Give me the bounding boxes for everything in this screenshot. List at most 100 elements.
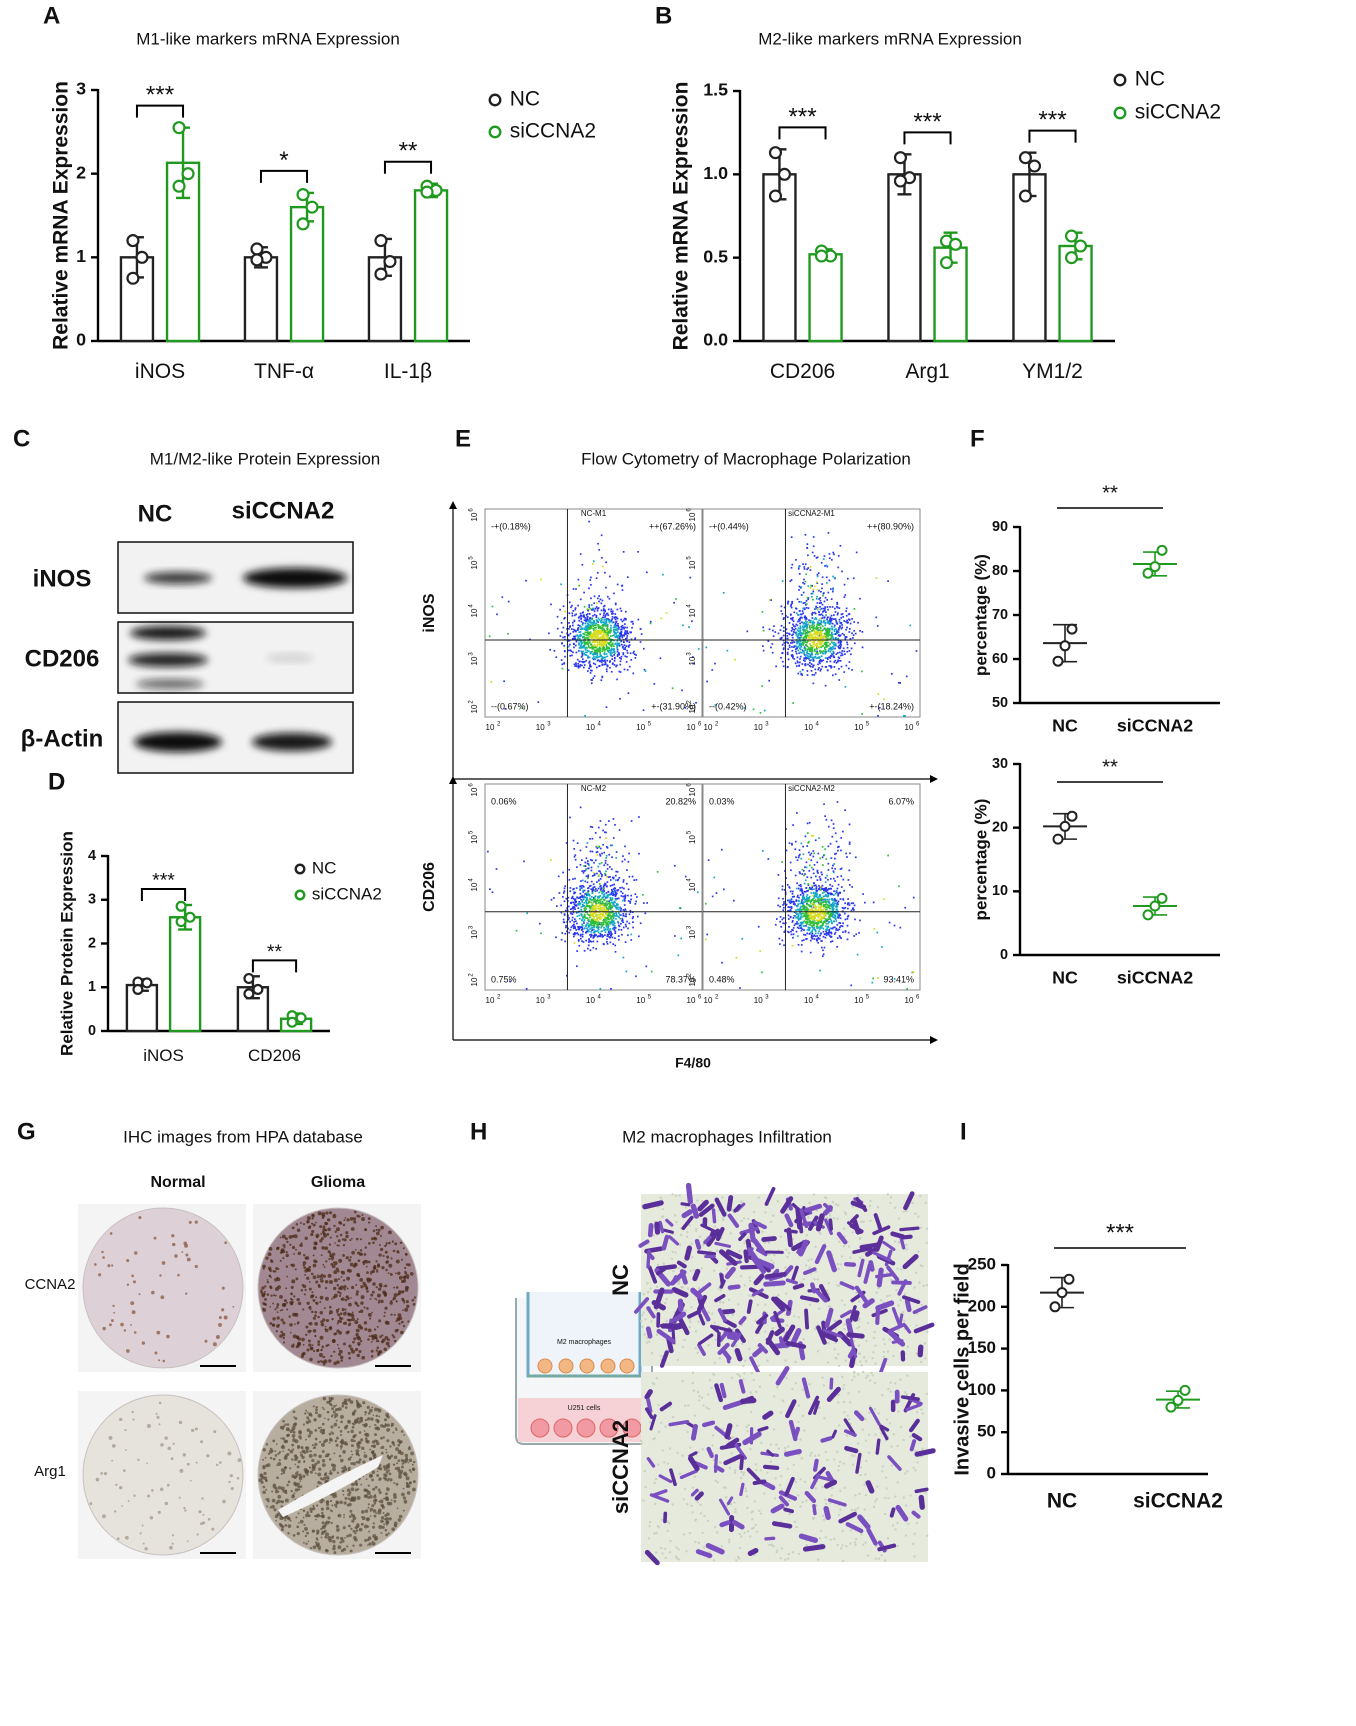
event-dot <box>592 946 595 949</box>
event-dot <box>627 900 630 902</box>
event-dot <box>805 641 807 643</box>
event-dot <box>783 647 785 649</box>
stain-dot <box>351 1285 355 1290</box>
axis-tick-exponent: 6 <box>469 508 475 512</box>
event-dot <box>810 859 813 862</box>
event-dot <box>623 627 625 630</box>
event-dot <box>806 624 808 626</box>
event-dot <box>837 903 839 906</box>
event-dot <box>826 906 828 909</box>
event-dot <box>832 588 834 591</box>
significance-label: *** <box>1106 1219 1134 1246</box>
event-dot <box>599 640 602 643</box>
event-dot <box>824 650 827 653</box>
event-dot <box>585 907 587 910</box>
event-dot <box>612 923 614 926</box>
event-dot <box>825 644 827 647</box>
event-dot <box>819 889 822 891</box>
event-dot <box>812 622 815 624</box>
event-dot <box>833 630 836 633</box>
event-dot <box>575 613 578 616</box>
event-dot <box>852 577 855 580</box>
event-dot <box>616 678 618 681</box>
event-dot <box>586 670 589 672</box>
event-dot <box>819 934 822 937</box>
axis-tick-exponent: 3 <box>469 925 475 929</box>
event-dot <box>596 651 599 654</box>
event-dot <box>819 925 822 927</box>
event-dot <box>812 892 815 895</box>
event-dot <box>814 608 816 610</box>
event-dot <box>831 921 833 924</box>
axis-tick-exponent: 4 <box>469 604 475 608</box>
event-dot <box>780 605 783 608</box>
event-dot <box>813 624 815 627</box>
event-dot <box>600 659 603 662</box>
event-dot <box>695 701 697 704</box>
event-dot <box>605 897 607 899</box>
event-dot <box>572 635 575 638</box>
event-dot <box>616 629 619 631</box>
event-dot <box>622 626 625 629</box>
event-dot <box>591 915 593 918</box>
event-dot <box>801 663 804 665</box>
axis-tick-exponent: 4 <box>687 604 693 608</box>
event-dot <box>605 870 607 873</box>
event-dot <box>803 912 805 915</box>
y-axis-label: Invasive cells per field <box>951 1263 973 1475</box>
event-dot <box>615 907 618 910</box>
event-dot <box>577 636 580 638</box>
event-dot <box>802 659 805 662</box>
event-dot <box>807 913 810 915</box>
event-dot <box>843 907 845 910</box>
event-dot <box>826 903 829 906</box>
event-dot <box>593 873 596 875</box>
event-dot <box>649 620 652 623</box>
stain-dot <box>107 1264 111 1268</box>
event-dot <box>782 626 785 629</box>
event-dot <box>614 631 617 634</box>
event-dot <box>796 894 799 897</box>
event-dot <box>612 626 615 629</box>
event-dot <box>794 625 796 628</box>
event-dot <box>578 914 581 917</box>
event-dot <box>594 652 597 654</box>
event-dot <box>632 623 634 625</box>
event-dot <box>819 926 821 929</box>
event-dot <box>616 624 618 627</box>
event-dot <box>830 666 833 668</box>
event-dot <box>804 918 807 920</box>
event-dot <box>599 912 602 915</box>
event-dot <box>850 909 853 912</box>
event-dot <box>625 645 628 647</box>
event-dot <box>841 632 844 635</box>
event-dot <box>800 929 803 932</box>
event-dot <box>805 616 808 619</box>
event-dot <box>602 913 604 916</box>
event-dot <box>616 608 619 611</box>
event-dot <box>833 641 836 644</box>
event-dot <box>529 638 531 641</box>
event-dot <box>563 644 566 647</box>
x-tick-label: siCCNA2 <box>1117 968 1193 988</box>
event-dot <box>609 620 612 623</box>
event-dot <box>792 655 794 658</box>
event-dot <box>572 888 574 891</box>
event-dot <box>831 631 833 634</box>
data-point <box>181 167 195 181</box>
event-dot <box>820 621 823 624</box>
event-dot <box>820 888 823 890</box>
event-dot <box>611 905 614 908</box>
axis-tick-exponent: 3 <box>547 995 551 1001</box>
event-dot <box>592 632 594 635</box>
x-tick-label: siCCNA2 <box>1117 716 1193 736</box>
stain-dot <box>177 1273 180 1277</box>
axis-tick-base: 10 <box>854 723 863 732</box>
event-dot <box>819 885 822 888</box>
event-dot <box>624 631 626 634</box>
event-dot <box>804 647 807 650</box>
event-dot <box>778 937 781 940</box>
event-dot <box>590 888 593 891</box>
event-dot <box>824 606 827 608</box>
stain-dot <box>172 1242 176 1247</box>
